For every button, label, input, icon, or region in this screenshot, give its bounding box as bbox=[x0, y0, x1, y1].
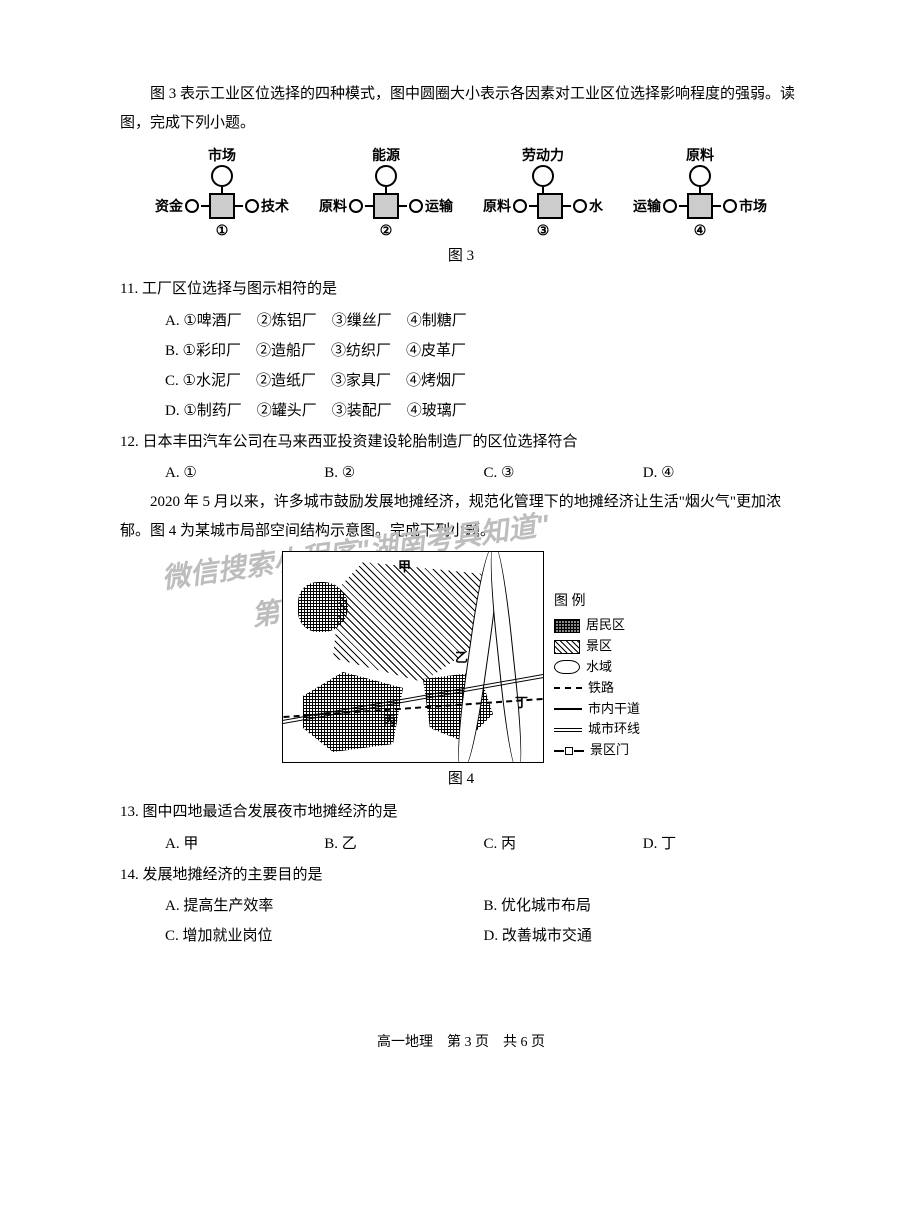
q12-opt-d: D. ④ bbox=[643, 458, 802, 488]
model-2-num: ② bbox=[380, 223, 393, 240]
q11-opt-a: A. ①啤酒厂 ②炼铝厂 ③缫丝厂 ④制糖厂 bbox=[120, 306, 802, 336]
model-2-top: 能源 bbox=[372, 145, 400, 165]
q14-opt-d: D. 改善城市交通 bbox=[484, 921, 803, 951]
model-2: 能源 原料 运输 ② bbox=[319, 145, 453, 240]
q13-opt-c: C. 丙 bbox=[484, 829, 643, 859]
exam-page: 图 3 表示工业区位选择的四种模式，图中圆圈大小表示各因素对工业区位选择影响程度… bbox=[0, 0, 922, 1214]
circle-icon bbox=[532, 165, 554, 187]
q12-opt-c: C. ③ bbox=[484, 458, 643, 488]
q13-opt-a: A. 甲 bbox=[165, 829, 324, 859]
intro-2: 2020 年 5 月以来，许多城市鼓励发展地摊经济，规范化管理下的地摊经济让生活… bbox=[120, 488, 802, 545]
map-box: 甲 乙 丙 丁 bbox=[282, 551, 544, 763]
model-1-left: 资金 bbox=[155, 196, 183, 216]
model-4-right: 市场 bbox=[739, 196, 767, 216]
map-label-jia: 甲 bbox=[398, 556, 411, 575]
factory-box-icon bbox=[687, 193, 713, 219]
model-1-num: ① bbox=[216, 223, 229, 240]
circle-icon bbox=[375, 165, 397, 187]
model-1: 市场 资金 技术 ① bbox=[155, 145, 289, 240]
model-3-right: 水 bbox=[589, 196, 603, 216]
circle-icon bbox=[211, 165, 233, 187]
legend-swatch-residential-icon bbox=[554, 619, 580, 633]
legend-residential: 居民区 bbox=[586, 615, 625, 636]
model-2-right: 运输 bbox=[425, 196, 453, 216]
q11-opt-d: D. ①制药厂 ②罐头厂 ③装配厂 ④玻璃厂 bbox=[120, 396, 802, 426]
factory-box-icon bbox=[537, 193, 563, 219]
legend-scenic: 景区 bbox=[586, 636, 612, 657]
map-label-ding: 丁 bbox=[515, 692, 528, 711]
q13-opt-b: B. 乙 bbox=[324, 829, 483, 859]
map-label-yi: 乙 bbox=[455, 647, 468, 666]
q12-opt-a: A. ① bbox=[165, 458, 324, 488]
legend-road: 市内干道 bbox=[588, 699, 640, 720]
q14-stem: 14. 发展地摊经济的主要目的是 bbox=[120, 861, 802, 890]
legend-rail: 铁路 bbox=[588, 678, 614, 699]
model-3: 劳动力 原料 水 ③ bbox=[483, 145, 603, 240]
model-4: 原料 运输 市场 ④ bbox=[633, 145, 767, 240]
q13-stem: 13. 图中四地最适合发展夜市地摊经济的是 bbox=[120, 798, 802, 827]
figure-3-row: 市场 资金 技术 ① 能源 原料 运输 ② 劳动力 原料 bbox=[120, 145, 802, 240]
q14-opt-b: B. 优化城市布局 bbox=[484, 891, 803, 921]
q14-options-row2: C. 增加就业岗位 D. 改善城市交通 bbox=[120, 921, 802, 951]
legend-gate: 景区门 bbox=[590, 740, 629, 761]
model-4-num: ④ bbox=[694, 223, 707, 240]
factory-box-icon bbox=[373, 193, 399, 219]
figure-3-caption: 图 3 bbox=[120, 244, 802, 265]
legend-ring: 城市环线 bbox=[588, 719, 640, 740]
legend-line-rail-icon bbox=[554, 687, 582, 689]
page-footer: 高一地理 第 3 页 共 6 页 bbox=[120, 1031, 802, 1051]
legend-title: 图 例 bbox=[554, 591, 640, 613]
q12-stem: 12. 日本丰田汽车公司在马来西亚投资建设轮胎制造厂的区位选择符合 bbox=[120, 428, 802, 457]
legend-swatch-scenic-icon bbox=[554, 640, 580, 654]
q14-opt-a: A. 提高生产效率 bbox=[165, 891, 484, 921]
model-2-left: 原料 bbox=[319, 196, 347, 216]
q14-opt-c: C. 增加就业岗位 bbox=[165, 921, 484, 951]
intro-1: 图 3 表示工业区位选择的四种模式，图中圆圈大小表示各因素对工业区位选择影响程度… bbox=[120, 80, 802, 137]
q11-opt-c: C. ①水泥厂 ②造纸厂 ③家具厂 ④烤烟厂 bbox=[120, 366, 802, 396]
legend-line-road-icon bbox=[554, 708, 582, 710]
figure-4-caption: 图 4 bbox=[120, 767, 802, 788]
model-3-num: ③ bbox=[537, 223, 550, 240]
q14-options-row1: A. 提高生产效率 B. 优化城市布局 bbox=[120, 891, 802, 921]
model-1-top: 市场 bbox=[208, 145, 236, 165]
legend-swatch-water-icon bbox=[554, 660, 580, 674]
model-1-right: 技术 bbox=[261, 196, 289, 216]
q12-options: A. ① B. ② C. ③ D. ④ bbox=[120, 458, 802, 488]
model-3-left: 原料 bbox=[483, 196, 511, 216]
map-legend: 图 例 居民区 景区 水域 铁路 市内干道 城市环线 景区门 bbox=[554, 591, 640, 761]
legend-gate-icon bbox=[554, 747, 584, 755]
q13-options: A. 甲 B. 乙 C. 丙 D. 丁 bbox=[120, 829, 802, 859]
factory-box-icon bbox=[209, 193, 235, 219]
map-label-bing: 丙 bbox=[383, 710, 396, 729]
q11-opt-b: B. ①彩印厂 ②造船厂 ③纺织厂 ④皮革厂 bbox=[120, 336, 802, 366]
figure-4-block: 甲 乙 丙 丁 图 例 居民区 景区 水域 铁路 市内干道 城市环线 景区门 bbox=[120, 551, 802, 763]
q11-stem: 11. 工厂区位选择与图示相符的是 bbox=[120, 275, 802, 304]
model-4-top: 原料 bbox=[686, 145, 714, 165]
legend-water: 水域 bbox=[586, 657, 612, 678]
model-3-top: 劳动力 bbox=[522, 145, 564, 165]
model-4-left: 运输 bbox=[633, 196, 661, 216]
legend-line-ring-icon bbox=[554, 728, 582, 732]
circle-icon bbox=[689, 165, 711, 187]
q12-opt-b: B. ② bbox=[324, 458, 483, 488]
q13-opt-d: D. 丁 bbox=[643, 829, 802, 859]
